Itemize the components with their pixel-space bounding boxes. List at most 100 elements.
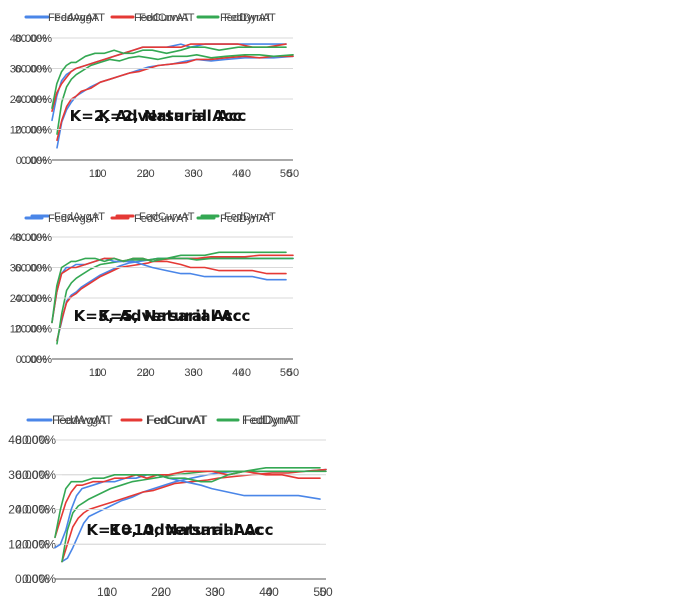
chart-3-series-line-fedcurvat — [56, 254, 294, 342]
chart-2-ytick-label-2: 20.00% — [10, 94, 48, 106]
chart-6-ytick-label-4: 40.00% — [8, 433, 49, 447]
chart-2-title: K=2, Adversarial Acc — [70, 107, 247, 125]
chart-1-xtick-label-1: 20 — [142, 168, 154, 180]
chart-2-xtick-label-2: 30 — [184, 168, 196, 180]
chart-5-legend-label-fedcurvat: FedCurvAT — [147, 413, 208, 427]
chart-k10-adversarial: 0.00% 10.00% 20.00% 30.00% 40.00% 10 20 30 40 50 F… — [8, 402, 677, 608]
chart-1-legend-label-fedavgat: FedAvgAT — [54, 12, 105, 24]
chart-1-xtick-label-0: 10 — [94, 168, 106, 180]
chart-k5-natural-svg: 0.00% 20.00% 40.00% 60.00% 80.00% 10 20 30 40 50 F… — [15, 211, 299, 379]
chart-3-legend-label-fedavgat: FedAvgAT — [54, 211, 105, 223]
chart-6-legend-label-fedcurvat: FedCurvAT — [146, 413, 207, 427]
chart-4-ytick-label-2: 20.00% — [10, 293, 48, 305]
chart-1-ytick-label-0: 0.00% — [21, 155, 52, 167]
chart-4-xtick-label-1: 20 — [137, 367, 149, 379]
chart-2-xtick-label-0: 10 — [89, 168, 101, 180]
chart-3-ytick-label-0: 0.00% — [21, 354, 52, 366]
chart-1-title: K=2, Natural Acc — [98, 107, 241, 125]
chart-k2-natural-svg: 0.00% 20.00% 40.00% 60.00% 80.00% 10 20 30 40 50 F… — [15, 12, 299, 180]
chart-6-legend-label-fedavgat: FedAvgAT — [52, 413, 108, 427]
chart-4-title: K=5, Adversarial Acc — [74, 307, 251, 325]
chart-6-series-line-feddynat — [54, 467, 321, 539]
chart-4-legend-label-feddynat: FedDynAT — [220, 213, 272, 225]
chart-1-ytick-label-4: 80.00% — [15, 33, 53, 45]
chart-3-ytick-label-4: 80.00% — [15, 232, 53, 244]
chart-1-ytick-label-2: 40.00% — [15, 94, 53, 106]
chart-6-xtick-label-1: 20 — [151, 585, 165, 599]
chart-k10-adversarial-svg: 0.00%10.00%20.00%30.00%40.00%10 20 30 40 50F… — [8, 413, 327, 599]
chart-2-xtick-label-1: 20 — [137, 168, 149, 180]
chart-5-ytick-label-1: 20.00% — [15, 537, 56, 551]
chart-k10-natural-svg: 0.00% 20.00% 40.00% 60.00% 80.00% 10 20 30 40 50 F… — [15, 413, 333, 599]
chart-4-xtick-label-4: 50 — [280, 367, 292, 379]
chart-1-series-line-fedavgat — [56, 55, 294, 149]
chart-2-ytick-label-0: 0.00% — [16, 155, 47, 167]
chart-1-ytick-label-1: 20.00% — [15, 125, 53, 137]
chart-6-ytick-label-3: 30.00% — [8, 468, 49, 482]
chart-k5-natural: 0.00% 20.00% 40.00% 60.00% 80.00% 10 20 30 40 50 F… — [0, 200, 338, 392]
chart-3-ytick-label-3: 60.00% — [15, 263, 53, 275]
chart-1-xtick-label-2: 30 — [191, 168, 203, 180]
chart-6-title: K=10, Adversarial Acc — [86, 521, 273, 539]
chart-5-title: K=10, Natural Acc — [109, 521, 263, 539]
chart-4-xtick-label-0: 10 — [89, 367, 101, 379]
chart-3-ytick-label-1: 20.00% — [15, 324, 53, 336]
chart-1-series-line-fedcurvat — [56, 55, 294, 141]
chart-5-xtick-label-0: 10 — [104, 585, 118, 599]
chart-k5-adversarial: 0.00% 10.00% 20.00% 30.00% 40.00% 10 20 30 40 50 F… — [10, 200, 677, 392]
chart-4-ytick-label-1: 10.00% — [10, 324, 48, 336]
chart-5-xtick-label-4: 50 — [319, 585, 333, 599]
chart-3-legend-label-feddynat: FedDynAT — [224, 211, 276, 223]
chart-1-xtick-label-3: 40 — [239, 168, 251, 180]
chart-5-ytick-label-0: 0.00% — [22, 572, 56, 586]
chart-4-xtick-label-3: 40 — [232, 367, 244, 379]
chart-3-xtick-label-4: 50 — [287, 367, 299, 379]
chart-2-series-line-fedcurvat — [51, 43, 287, 112]
chart-3-legend-label-fedcurvat: FedCurvAT — [139, 211, 195, 223]
chart-k2-adversarial-svg: 0.00%10.00%20.00%30.00%40.00%10 20 30 40 50F… — [10, 12, 292, 180]
chart-1-legend-label-feddynat: FedDynAT — [224, 12, 276, 24]
chart-3-xtick-label-0: 10 — [94, 367, 106, 379]
chart-2-legend-label-fedcurvat: FedCurvAT — [134, 12, 190, 24]
chart-6-ytick-label-0: 0.00% — [15, 572, 49, 586]
chart-1-ytick-label-3: 60.00% — [15, 64, 53, 76]
chart-5-xtick-label-1: 20 — [158, 585, 172, 599]
chart-5-ytick-label-2: 40.00% — [15, 503, 56, 517]
chart-6-xtick-label-4: 50 — [313, 585, 327, 599]
chart-5-xtick-label-3: 40 — [265, 585, 279, 599]
chart-6-ytick-label-2: 20.00% — [8, 503, 49, 517]
chart-6-ytick-label-1: 10.00% — [8, 537, 49, 551]
chart-6-xtick-label-0: 10 — [97, 585, 111, 599]
chart-1-legend-label-fedcurvat: FedCurvAT — [139, 12, 195, 24]
chart-4-legend-label-fedcurvat: FedCurvAT — [134, 213, 190, 225]
chart-3-series-line-feddynat — [56, 257, 294, 345]
chart-3-xtick-label-2: 30 — [191, 367, 203, 379]
chart-4-series-line-feddynat — [51, 251, 287, 324]
chart-6-legend-label-feddynat: FedDynAT — [242, 413, 299, 427]
chart-2-legend-label-feddynat: FedDynAT — [220, 12, 272, 24]
chart-6-series-line-fedcurvat — [54, 470, 321, 539]
chart-5-series-line-feddynat — [61, 470, 327, 563]
chart-4-legend-label-fedavgat: FedAvgAT — [48, 213, 99, 225]
chart-2-xtick-label-3: 40 — [232, 168, 244, 180]
chart-k2-adversarial: 0.00% 10.00% 20.00% 30.00% 40.00% 10 20 30 40 50 F… — [10, 0, 677, 192]
chart-k2-natural: 0.00% 20.00% 40.00% 60.00% 80.00% 10 20 30 40 50 F… — [0, 0, 338, 192]
chart-1-xtick-label-4: 50 — [287, 168, 299, 180]
chart-3-ytick-label-2: 40.00% — [15, 293, 53, 305]
chart-2-xtick-label-4: 50 — [280, 168, 292, 180]
chart-4-ytick-label-0: 0.00% — [16, 354, 47, 366]
chart-k5-adversarial-svg: 0.00%10.00%20.00%30.00%40.00%10 20 30 40 50F… — [10, 213, 292, 379]
chart-k10-natural: 0.00% 20.00% 40.00% 60.00% 80.00% 10 20 30 40 50 F… — [0, 402, 338, 608]
chart-2-ytick-label-1: 10.00% — [10, 125, 48, 137]
chart-3-xtick-label-3: 40 — [239, 367, 251, 379]
chart-1-series-line-feddynat — [56, 54, 294, 135]
chart-2-ytick-label-3: 30.00% — [10, 64, 48, 76]
chart-5-ytick-label-4: 80.00% — [15, 433, 56, 447]
chart-4-series-line-fedavgat — [51, 257, 287, 324]
chart-3-xtick-label-1: 20 — [142, 367, 154, 379]
chart-2-legend-label-fedavgat: FedAvgAT — [48, 12, 99, 24]
chart-5-ytick-label-3: 60.00% — [15, 468, 56, 482]
chart-4-xtick-label-2: 30 — [184, 367, 196, 379]
chart-5-legend-label-feddynat: FedDynAT — [244, 413, 301, 427]
chart-3-title: K=5, Natural Acc — [98, 307, 241, 325]
